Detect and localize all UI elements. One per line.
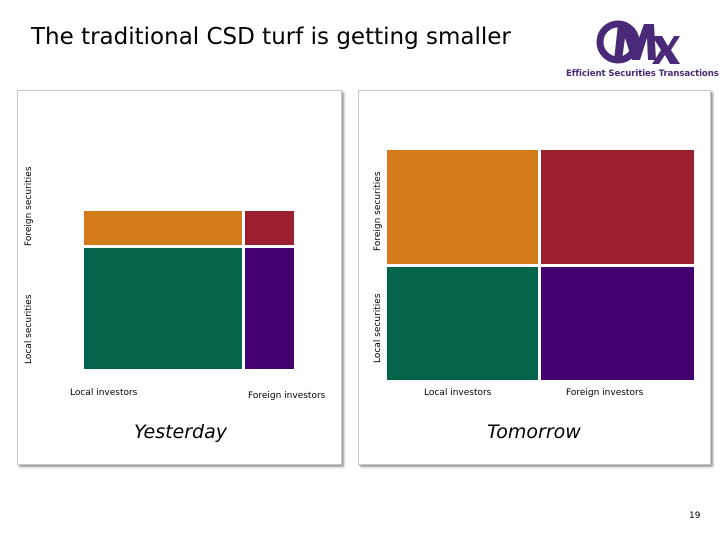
yesterday-y-label-local: Local securities	[24, 294, 34, 364]
tomorrow-caption: Tomorrow	[487, 421, 581, 443]
yesterday-y-label-foreign: Foreign securities	[24, 166, 34, 246]
tomorrow-foreign-investors-local-securities	[541, 267, 694, 380]
yesterday-local-investors-foreign-securities	[84, 211, 242, 245]
omx-logo-mark	[596, 20, 680, 64]
omx-logo: Efficient Securities Transactions	[566, 12, 719, 84]
yesterday-foreign-investors-foreign-securities	[245, 211, 294, 245]
tomorrow-x-label-local: Local investors	[424, 388, 492, 398]
page-number: 19	[689, 511, 701, 521]
yesterday-x-label-foreign: Foreign investors	[248, 391, 326, 401]
tomorrow-y-label-local: Local securities	[373, 293, 383, 363]
logo-tagline: Efficient Securities Transactions	[566, 69, 719, 79]
yesterday-x-label-local: Local investors	[70, 388, 138, 398]
tomorrow-x-label-foreign: Foreign investors	[566, 388, 644, 398]
slide-title: The traditional CSD turf is getting smal…	[31, 24, 511, 50]
tomorrow-panel: Foreign securities Local securities Loca…	[358, 90, 711, 465]
tomorrow-local-investors-foreign-securities	[387, 150, 538, 264]
yesterday-local-investors-local-securities	[84, 248, 242, 369]
yesterday-caption: Yesterday	[134, 421, 228, 443]
tomorrow-foreign-investors-foreign-securities	[541, 150, 694, 264]
tomorrow-local-investors-local-securities	[387, 267, 538, 380]
tomorrow-y-label-foreign: Foreign securities	[373, 171, 383, 251]
yesterday-foreign-investors-local-securities	[245, 248, 294, 369]
yesterday-panel: Foreign securities Local securities Loca…	[17, 90, 342, 465]
